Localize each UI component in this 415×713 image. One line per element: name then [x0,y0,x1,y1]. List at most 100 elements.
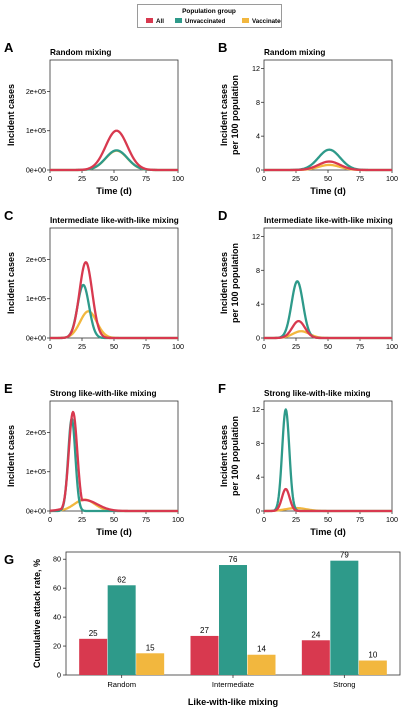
x-tick-label: 100 [172,174,184,183]
plot-frame [49,227,179,339]
legend-label-all: All [156,18,164,25]
y-axis-label: Incident casesper 100 population [219,243,240,323]
x-tick-label: 100 [172,342,184,351]
series-line-all [263,160,393,172]
bar-vaccinated [247,654,276,675]
y-tick-label: 2e+05 [26,428,46,437]
y-tick-label: 2e+05 [26,87,46,96]
x-tick-label: 100 [172,515,184,524]
bar-vaccinated [358,660,387,675]
y-tick-label: 0e+00 [26,166,46,175]
bar-value-label: 27 [200,626,209,635]
legend: Population group All Unvaccinated Vaccinate… [137,4,285,28]
x-tick-label: 25 [78,342,86,351]
series-line-all [49,261,179,340]
y-tick-label: 0 [256,334,260,343]
x-tick-label: 50 [110,515,118,524]
x-tick-label: 0 [48,174,52,183]
x-tick-label: 100 [386,515,398,524]
bar-unvaccinated [219,565,247,675]
y-tick-label: 12 [252,405,260,414]
bar-value-label: 62 [117,575,126,584]
bar-all [79,638,108,675]
x-tick-label: 100 [386,174,398,183]
panel-title: Strong like-with-like mixing [50,389,156,398]
panel-g: G 0 20 40 60 80 Random 25 62 15 Intermediate 27 76 14… [4,551,401,707]
x-tick-label: 25 [292,174,300,183]
legend-label-vaccinated: Vaccinated [252,18,281,25]
series-line-all [263,319,393,340]
panel-d: D Intermediate like-with-like mixing 0 4 8 12… [218,208,398,351]
series-line-all [49,129,179,172]
y-axis-label: Incident cases [6,84,16,146]
y-axis-label: Incident casesper 100 population [219,416,240,496]
y-tick-label: 4 [256,473,260,482]
y-tick-label: 0 [256,166,260,175]
y-tick-label: 0 [57,671,61,680]
x-axis-label: Time (d) [96,527,132,537]
y-tick-label: 12 [252,232,260,241]
x-tick-label: 0 [48,515,52,524]
panel-title: Strong like-with-like mixing [264,389,370,398]
x-axis-label: Time (d) [96,186,132,196]
panel-title: Random mixing [264,48,325,57]
y-tick-label: 0 [256,507,260,516]
y-tick-label: 12 [252,64,260,73]
panel-letter: G [4,552,14,567]
legend-svg: Population group All Unvaccinated Vaccinate… [146,8,285,25]
y-axis-label: Incident casesper 100 population [219,75,240,155]
y-tick-label: 1e+05 [26,294,46,303]
legend-title: Population group [182,8,236,15]
x-tick-label: 75 [356,342,364,351]
x-tick-label: 75 [356,515,364,524]
series-line-all [263,487,393,513]
series-line-unvaccinated [263,148,393,172]
x-tick-label: 50 [324,342,332,351]
x-tick-label: Strong [333,680,355,689]
y-tick-label: 8 [256,439,260,448]
y-tick-label: 4 [256,300,260,309]
y-tick-label: 80 [53,555,61,564]
bar-vaccinated [136,653,165,675]
y-axis-label: Incident cases [6,425,16,487]
series-line-vaccinated [49,149,179,172]
x-tick-label: Random [107,680,136,689]
x-tick-label: 25 [292,342,300,351]
panel-e: E Strong like-with-like mixing 0e+00 1e+05 2… [4,381,184,537]
x-axis-label: Like-with-like mixing [188,697,278,707]
y-tick-label: 1e+05 [26,126,46,135]
x-tick-label: 25 [292,515,300,524]
x-axis-label: Time (d) [310,527,346,537]
bar-value-label: 25 [89,629,98,638]
y-axis-label: Cumulative attack rate, % [32,559,42,668]
plot-frame [263,59,393,171]
x-tick-label: 0 [262,515,266,524]
y-tick-label: 0e+00 [26,507,46,516]
bar-unvaccinated [107,585,136,675]
x-tick-label: 50 [110,174,118,183]
x-tick-label: 75 [142,342,150,351]
y-tick-label: 2e+05 [26,255,46,264]
x-tick-label: 0 [262,174,266,183]
series-line-unvaccinated [49,283,179,340]
y-tick-label: 60 [53,584,61,593]
series-line-unvaccinated [49,149,179,172]
x-tick-label: 50 [324,515,332,524]
y-tick-label: 4 [256,132,260,141]
panel-letter: E [4,381,13,396]
y-tick-label: 8 [256,266,260,275]
panel-title: Random mixing [50,48,111,57]
legend-label-unvaccinated: Unvaccinated [185,18,225,25]
bar-value-label: 10 [368,651,377,660]
panel-letter: F [218,381,226,396]
legend-swatch-all [146,18,153,23]
panel-a: A Random mixing 0e+00 1e+05 2e+05 0 25 50 75 100 T… [4,40,184,196]
series-line-all [49,410,179,513]
panel-title: Intermediate like-with-like mixing [264,216,393,225]
x-tick-label: 75 [142,174,150,183]
x-tick-label: 50 [110,342,118,351]
bar-all [190,635,219,675]
x-tick-label: 0 [262,342,266,351]
series-line-unvaccinated [263,280,393,340]
